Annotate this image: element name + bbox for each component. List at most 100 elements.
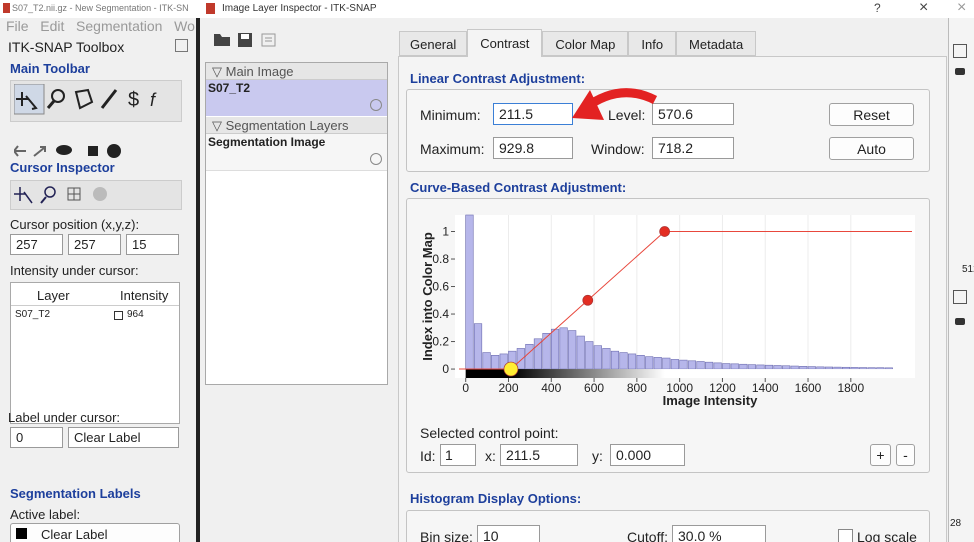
histogram-bar <box>670 359 679 370</box>
menu-item[interactable]: File <box>6 18 29 34</box>
app-icon <box>3 3 10 13</box>
x-axis-label: Image Intensity <box>663 393 758 408</box>
colormap-bar <box>465 369 912 378</box>
column-header: Layer <box>37 288 70 303</box>
button[interactable]: Auto <box>829 137 914 160</box>
tab[interactable]: Color Map <box>542 31 629 56</box>
histogram-bar <box>850 367 859 370</box>
color-swatch <box>16 528 27 539</box>
y-tick-label: 0.6 <box>432 280 449 294</box>
histogram-bar <box>516 348 525 370</box>
field-label: Intensity under cursor: <box>10 263 139 278</box>
table: Layer Intensity S07_T2 964 <box>10 282 180 424</box>
text-field[interactable]: 929.8 <box>493 137 573 159</box>
histogram-bar <box>602 348 611 370</box>
slice-number: 512 <box>962 264 974 275</box>
layer-list: ▽ Main Image S07_T2 ▽ Segmentation Layer… <box>205 62 388 385</box>
histogram-bar <box>884 367 893 370</box>
table-cell: S07_T2 <box>15 309 51 320</box>
text-field[interactable]: 0 <box>10 427 63 448</box>
layer-name: Segmentation Image <box>208 135 326 149</box>
y-tick-label: 0.4 <box>432 307 449 321</box>
help-button[interactable]: ? <box>874 1 881 15</box>
app-icon <box>206 3 215 14</box>
menu-item[interactable]: Edit <box>40 18 65 34</box>
text-field[interactable]: 257 <box>10 234 63 255</box>
histogram-bar <box>593 345 602 370</box>
tab-bar: General Contrast Color Map Info Metadata <box>399 29 757 57</box>
spin-box[interactable]: 30.0 % <box>672 525 766 542</box>
x-tick-label: 1600 <box>795 381 822 395</box>
histogram-bar <box>739 363 748 370</box>
close-button[interactable]: × <box>919 0 929 16</box>
dropdown[interactable]: Clear Label <box>10 523 180 542</box>
histogram-bar <box>859 367 868 370</box>
dock-button[interactable] <box>175 39 188 52</box>
field-label: Minimum: <box>420 107 481 123</box>
histogram-bar <box>482 352 491 370</box>
histogram-bar <box>619 352 628 370</box>
histogram-bar <box>722 363 731 370</box>
layer-name: S07_T2 <box>208 81 251 95</box>
histogram-bar <box>841 366 851 370</box>
histogram-bar <box>799 366 808 370</box>
layer-item[interactable] <box>206 134 387 171</box>
text-field[interactable]: 570.6 <box>652 103 734 125</box>
text-field[interactable]: 257 <box>68 234 121 255</box>
section-header: Segmentation Labels <box>10 486 141 501</box>
text-field[interactable]: 718.2 <box>652 137 734 159</box>
column-header: Intensity <box>120 288 169 303</box>
close-button[interactable]: × <box>957 0 967 16</box>
layer-item-selected[interactable] <box>206 80 387 116</box>
tab[interactable]: General <box>399 31 468 56</box>
section-header: Main Toolbar <box>10 61 90 76</box>
histogram-bar <box>782 365 791 370</box>
menu-item[interactable]: Segmentation <box>76 18 163 34</box>
text-field[interactable]: 211.5 <box>500 444 578 466</box>
main-window-edge <box>948 18 974 542</box>
spin-box[interactable]: 10 <box>477 525 540 542</box>
menu-item[interactable]: Wo <box>174 18 195 34</box>
field-label: x: <box>485 448 496 464</box>
field-label: Cursor position (x,y,z): <box>10 217 140 232</box>
y-axis-label: Index into Color Map <box>420 232 435 361</box>
main-window-title: S07_T2.nii.gz - New Segmentation - ITK-S… <box>12 3 189 13</box>
control-point <box>659 226 670 237</box>
table-cell: 964 <box>127 309 144 320</box>
x-tick-label: 400 <box>541 381 561 395</box>
expand-button[interactable] <box>370 153 382 165</box>
histogram-bar <box>576 335 585 370</box>
button[interactable]: + <box>870 444 891 466</box>
tab-active[interactable]: Contrast <box>467 29 543 57</box>
icon <box>953 44 967 58</box>
text-field[interactable]: 0.000 <box>610 444 685 466</box>
histogram-bar <box>764 364 774 370</box>
spin-box[interactable]: 1 <box>440 444 476 466</box>
histogram-bar <box>533 338 543 370</box>
histogram-bar <box>653 357 662 370</box>
button[interactable]: - <box>896 444 915 466</box>
window-border <box>196 18 200 542</box>
histogram-bar <box>550 328 560 370</box>
tab[interactable]: Info <box>628 31 677 56</box>
histogram-bar <box>773 365 782 370</box>
x-tick-label: 0 <box>462 381 469 395</box>
text-field[interactable]: Clear Label <box>68 427 179 448</box>
expand-button[interactable] <box>370 99 382 111</box>
checkbox[interactable] <box>838 529 853 542</box>
histogram-bar <box>636 355 645 370</box>
text-field[interactable]: 211.5 <box>493 103 573 125</box>
color-swatch <box>114 311 123 320</box>
tab[interactable]: Metadata <box>676 31 757 56</box>
x-tick-label: 1800 <box>837 381 864 395</box>
toolbox-title: ITK-SNAP Toolbox <box>8 39 125 55</box>
histogram-bar <box>628 353 637 370</box>
histogram-bar <box>696 361 705 370</box>
button[interactable]: Reset <box>829 103 914 126</box>
histogram-bar <box>679 359 688 370</box>
histogram-bar <box>807 366 816 370</box>
text-field[interactable]: 15 <box>126 234 179 255</box>
control-point <box>582 294 594 306</box>
histogram-bar <box>816 366 825 370</box>
histogram-bar <box>824 366 833 370</box>
